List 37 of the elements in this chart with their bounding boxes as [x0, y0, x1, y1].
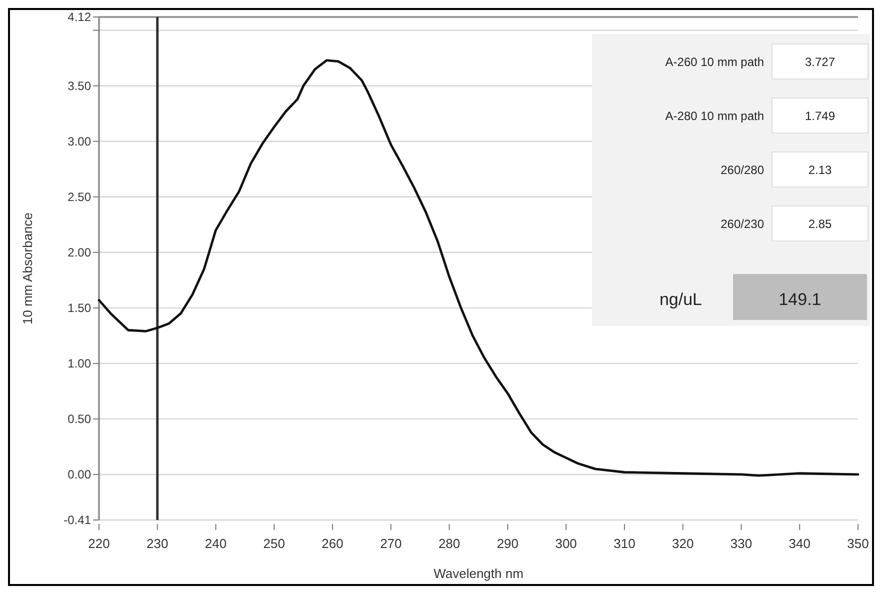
annotation: 3.727	[804, 55, 836, 70]
x-tick-label: 310	[614, 536, 636, 551]
x-tick-label: 320	[672, 536, 694, 551]
line-series	[98, 59, 860, 477]
x-tick-label: 350	[847, 536, 869, 551]
x-tick-label: 230	[146, 536, 168, 551]
y-tick-label: 0.00	[68, 468, 92, 482]
x-tick-label: 240	[204, 536, 227, 551]
x-tick-label: 290	[496, 536, 519, 551]
x-tick-label: 270	[380, 536, 402, 551]
y-tick-label: 3.00	[68, 134, 92, 149]
x-tick-label: 220	[88, 536, 110, 551]
y-tick-label: 2.00	[68, 246, 92, 260]
y-tick-label: -0.41	[64, 513, 92, 528]
annotation: 149.1	[778, 290, 822, 309]
y-tick-label: 4.12	[68, 10, 92, 24]
annotation: 260/280	[720, 163, 764, 178]
x-tick-label: 340	[788, 536, 810, 551]
annotation: A-280 10 mm path	[665, 109, 764, 124]
x-tick-label: 250	[263, 536, 286, 551]
x-tick-label: 280	[438, 536, 460, 551]
y-tick-label: 1.00	[68, 356, 92, 371]
y-tick-label: 1.50	[68, 301, 92, 316]
x-tick-label: 300	[555, 536, 577, 551]
annotation: 1.749	[804, 109, 836, 124]
y-tick-label: 2.50	[68, 190, 92, 204]
y-tick-label: 3.50	[68, 79, 92, 94]
x-tick-label: 330	[730, 536, 752, 551]
annotation: 2.13	[808, 163, 832, 178]
annotation: 260/230	[720, 217, 764, 232]
annotation: 2.85	[808, 217, 832, 232]
y-axis-title: 10 mm Absorbance	[20, 212, 35, 325]
annotation: A-260 10 mm path	[665, 55, 764, 70]
x-axis-title: Wavelength nm	[434, 566, 524, 581]
annotation: ng/uL	[659, 290, 702, 309]
y-tick-label: 0.50	[68, 412, 92, 426]
x-tick-label: 260	[322, 536, 344, 551]
